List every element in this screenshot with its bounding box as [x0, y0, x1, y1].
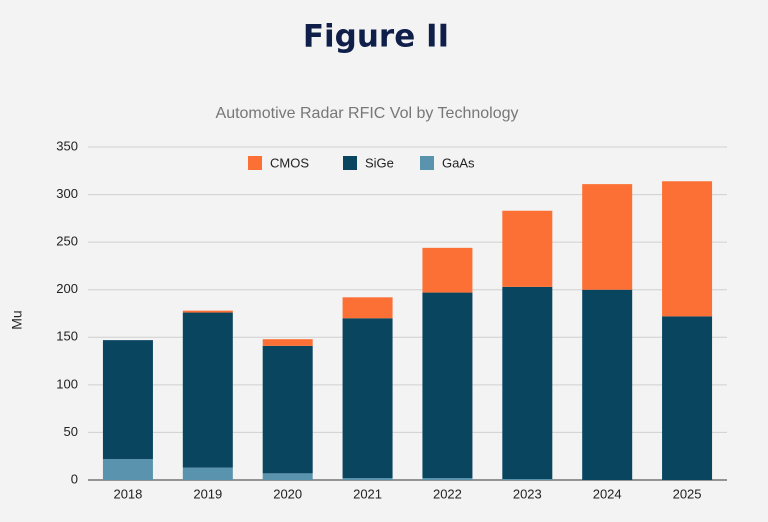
bar-segment	[502, 210, 553, 287]
x-tick-label: 2019	[193, 486, 222, 501]
x-tick-label: 2022	[433, 486, 462, 501]
x-tick-label: 2023	[513, 486, 542, 501]
legend-label: GaAs	[442, 155, 475, 170]
bar-segment	[502, 286, 553, 480]
chart-title: Automotive Radar RFIC Vol by Technology	[216, 105, 519, 122]
bar-segment	[262, 345, 313, 474]
bar-segment	[342, 297, 393, 319]
legend-label: CMOS	[270, 155, 309, 170]
page-heading: Figure II	[303, 19, 449, 55]
bar-segment	[662, 181, 713, 317]
x-tick-label: 2024	[593, 486, 622, 501]
x-tick-label: 2018	[113, 486, 142, 501]
legend-swatch	[420, 156, 434, 170]
y-tick-label: 0	[71, 471, 78, 486]
x-tick-label: 2021	[353, 486, 382, 501]
bar-segment	[422, 292, 473, 479]
y-tick-label: 200	[56, 281, 78, 296]
bar-segment	[182, 312, 233, 468]
x-tick-label: 2025	[673, 486, 702, 501]
y-tick-label: 250	[56, 234, 78, 249]
bar-segment	[182, 467, 233, 480]
legend-label: SiGe	[365, 155, 394, 170]
bar-segment	[582, 289, 633, 480]
bar-segment	[102, 340, 153, 460]
bar-segment	[422, 247, 473, 293]
bar-segment	[342, 318, 393, 479]
y-tick-label: 50	[64, 424, 78, 439]
y-tick-label: 100	[56, 376, 78, 391]
bar-segment	[262, 339, 313, 346]
y-axis-label: Mu	[9, 310, 25, 329]
bar-segment	[262, 473, 313, 480]
bar-segment	[342, 478, 393, 480]
x-tick-label: 2020	[273, 486, 302, 501]
bar-segment	[182, 310, 233, 313]
y-tick-label: 150	[56, 329, 78, 344]
y-tick-label: 350	[56, 138, 78, 153]
bar-segment	[582, 184, 633, 290]
legend-swatch	[343, 156, 357, 170]
y-tick-label: 300	[56, 186, 78, 201]
bar-segment	[662, 316, 713, 480]
bar-segment	[422, 478, 473, 480]
legend-swatch	[248, 156, 262, 170]
bar-segment	[102, 459, 153, 480]
bar-segment	[502, 479, 553, 480]
